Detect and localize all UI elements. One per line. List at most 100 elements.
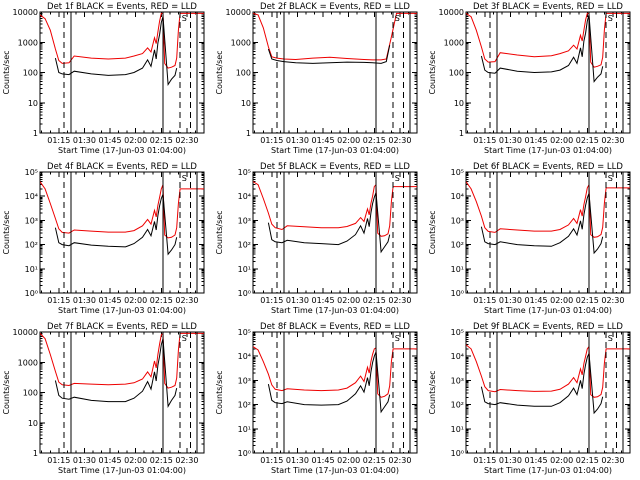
x-tick-label: 01:45 — [99, 136, 122, 145]
x-tick-label: 01:45 — [525, 136, 548, 145]
plot-frame — [465, 331, 631, 454]
plot-frame — [39, 331, 205, 454]
y-tick-label: 1000 — [444, 38, 464, 47]
x-tick-label: 01:15 — [473, 296, 496, 305]
y-tick-label: 10² — [451, 241, 464, 250]
series-group — [40, 12, 204, 87]
x-tick-label: 02:00 — [550, 456, 573, 465]
y-tick-label: 10⁰ — [238, 289, 251, 298]
y-tick-label: 10 — [454, 99, 464, 108]
y-axis-label: Counts/sec — [2, 370, 11, 414]
y-axis-label: Counts/sec — [2, 210, 11, 254]
x-tick-label: 02:00 — [337, 456, 360, 465]
x-tick-label: 01:15 — [260, 296, 283, 305]
y-tick-label: 10⁴ — [238, 192, 251, 201]
lld-series-line — [253, 346, 417, 398]
x-tick-label: 01:45 — [525, 296, 548, 305]
y-axis-label: Counts/sec — [215, 370, 224, 414]
y-tick-label: 10¹ — [238, 265, 251, 274]
x-tick-label: 01:30 — [286, 296, 309, 305]
x-tick-label: 02:15 — [363, 296, 386, 305]
y-tick-label: 10⁵ — [451, 328, 464, 337]
events-series-line — [480, 193, 604, 255]
events-series-line — [267, 45, 391, 64]
x-tick-label: 01:15 — [473, 136, 496, 145]
y-tick-label: 10³ — [238, 216, 251, 225]
saa-annotation: S — [182, 334, 187, 343]
y-axis-label: Counts/sec — [428, 370, 437, 414]
saa-annotation: S — [182, 14, 187, 23]
plot-frame — [252, 171, 418, 294]
series-group — [253, 12, 417, 64]
y-axis-label: Counts/sec — [428, 210, 437, 254]
chart-panel-2: 1 10 100 1000 10000 01:15 01:30 01:45 02:00 02:15… — [215, 2, 418, 155]
x-tick-label: 02:00 — [550, 296, 573, 305]
chart-title: Det 6f BLACK = Events, RED = LLD — [473, 162, 623, 172]
chart-panel-3: 1 10 100 1000 10000 01:15 01:30 01:45 02:00 02:15… — [428, 2, 631, 155]
y-tick-label: 10⁵ — [238, 168, 251, 177]
chart-title: Det 1f BLACK = Events, RED = LLD — [47, 2, 197, 12]
y-tick-label: 10⁴ — [451, 192, 464, 201]
y-tick-label: 10⁰ — [451, 449, 464, 458]
x-tick-label: 02:15 — [576, 296, 599, 305]
series-group — [466, 181, 630, 255]
x-tick-label: 02:30 — [175, 296, 198, 305]
y-axis-label: Counts/sec — [2, 50, 11, 94]
x-tick-label: 01:30 — [286, 136, 309, 145]
chart-panel-7: 1 10 100 1000 10000 01:15 01:30 01:45 02:00 02:15… — [2, 322, 205, 475]
y-tick-label: 10000 — [439, 8, 464, 17]
lld-series-line — [466, 181, 630, 238]
saa-annotation: S — [395, 174, 400, 183]
y-tick-label: 100 — [23, 389, 38, 398]
y-tick-label: 10³ — [238, 376, 251, 385]
x-tick-label: 01:45 — [99, 296, 122, 305]
x-tick-label: 02:30 — [388, 136, 411, 145]
x-axis-label: Start Time (17-Jun-03 01:04:00) — [271, 146, 399, 155]
y-tick-label: 100 — [449, 69, 464, 78]
x-tick-label: 01:30 — [73, 296, 96, 305]
y-tick-label: 10¹ — [451, 265, 464, 274]
x-tick-label: 02:15 — [150, 296, 173, 305]
chart-title: Det 3f BLACK = Events, RED = LLD — [473, 2, 623, 12]
y-tick-label: 10² — [238, 241, 251, 250]
series-group — [466, 12, 630, 83]
y-tick-label: 10⁵ — [238, 328, 251, 337]
x-axis-label: Start Time (17-Jun-03 01:04:00) — [484, 466, 612, 475]
chart-title: Det 2f BLACK = Events, RED = LLD — [260, 2, 410, 12]
y-tick-label: 100 — [236, 69, 251, 78]
plot-frame — [39, 11, 205, 134]
x-tick-label: 01:15 — [260, 136, 283, 145]
x-tick-label: 02:30 — [601, 456, 624, 465]
y-tick-label: 10² — [25, 241, 38, 250]
x-tick-label: 01:15 — [260, 456, 283, 465]
plot-frame — [39, 171, 205, 294]
x-tick-label: 01:30 — [73, 136, 96, 145]
x-tick-label: 01:15 — [473, 456, 496, 465]
y-tick-label: 10 — [28, 99, 38, 108]
x-axis-label: Start Time (17-Jun-03 01:04:00) — [58, 146, 186, 155]
y-tick-label: 10⁵ — [25, 168, 38, 177]
x-tick-label: 02:15 — [576, 456, 599, 465]
lld-series-line — [253, 12, 417, 61]
x-tick-label: 02:15 — [576, 136, 599, 145]
saa-annotation: S — [608, 174, 613, 183]
series-group — [253, 346, 417, 414]
saa-annotation: S — [395, 14, 400, 23]
x-tick-label: 02:00 — [124, 296, 147, 305]
plot-frame — [465, 171, 631, 294]
y-tick-label: 1 — [33, 449, 38, 458]
chart-title: Det 8f BLACK = Events, RED = LLD — [260, 322, 410, 332]
x-tick-label: 02:00 — [337, 296, 360, 305]
lld-series-line — [466, 344, 630, 398]
x-tick-label: 02:00 — [337, 136, 360, 145]
y-tick-label: 10¹ — [238, 425, 251, 434]
x-tick-label: 02:00 — [124, 136, 147, 145]
x-tick-label: 01:30 — [499, 136, 522, 145]
y-tick-label: 10¹ — [451, 425, 464, 434]
x-tick-label: 01:15 — [47, 456, 70, 465]
